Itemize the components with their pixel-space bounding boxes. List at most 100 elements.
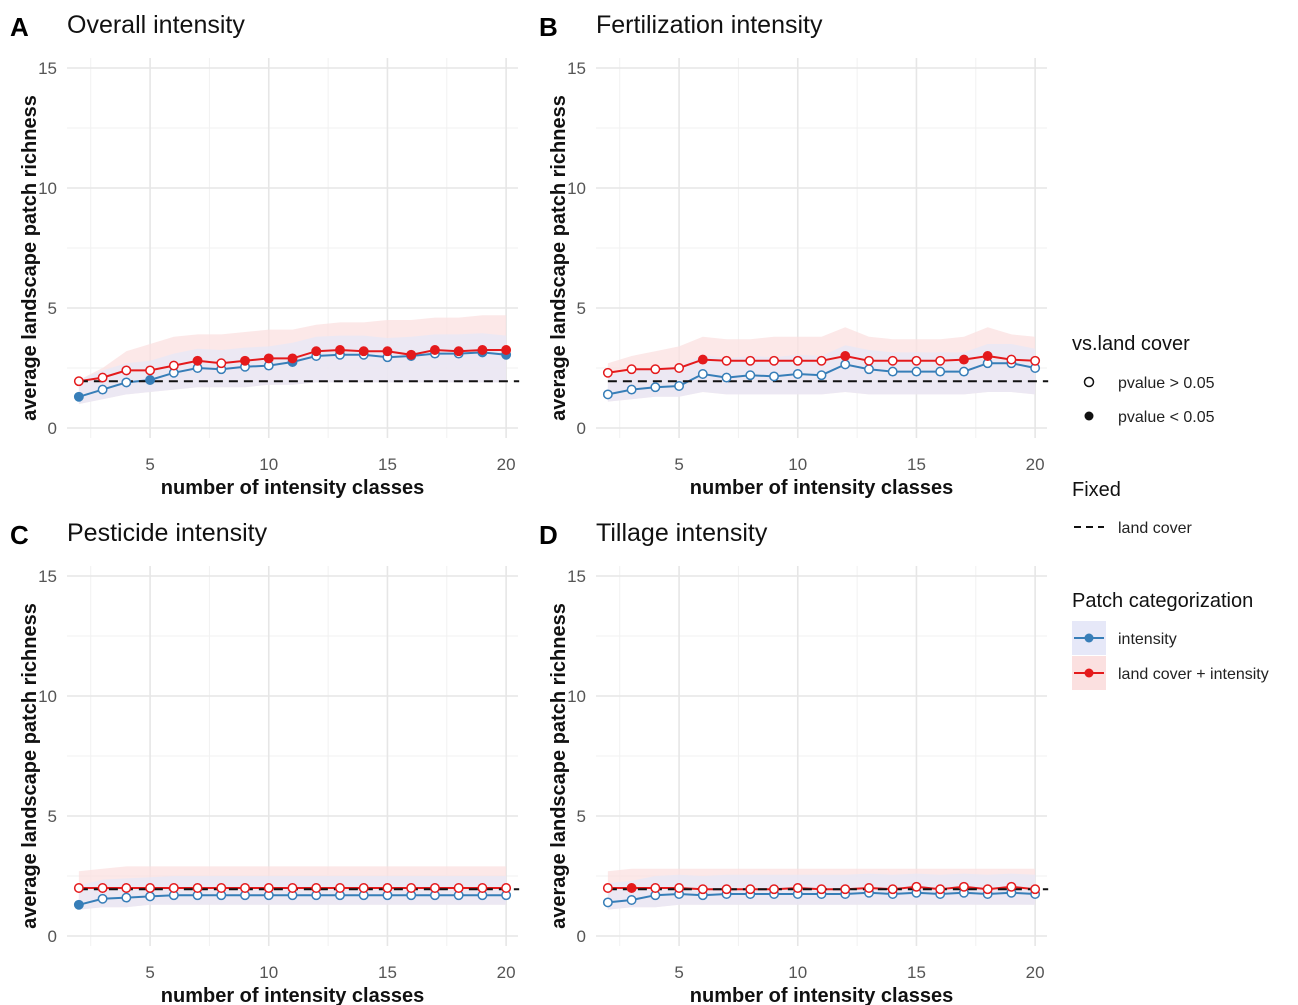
data-point-land-cover-intensity xyxy=(1030,355,1041,366)
data-point-intensity xyxy=(97,384,108,395)
data-point-land-cover-intensity xyxy=(145,365,156,376)
x-tick-label: 20 xyxy=(497,963,516,982)
data-point-land-cover-intensity xyxy=(97,372,108,383)
data-point-intensity xyxy=(958,366,969,377)
data-point-intensity xyxy=(97,893,108,904)
data-point-land-cover-intensity xyxy=(911,355,922,366)
data-point-land-cover-intensity xyxy=(287,883,298,893)
data-point-intensity xyxy=(792,369,803,379)
data-point-land-cover-intensity xyxy=(477,883,488,893)
panel-letter: A xyxy=(10,12,29,42)
data-point-land-cover-intensity xyxy=(453,346,464,357)
data-point-land-cover-intensity xyxy=(406,349,417,360)
data-point-land-cover-intensity xyxy=(311,346,322,357)
data-point-intensity xyxy=(769,371,779,382)
data-point-intensity xyxy=(840,359,851,370)
x-tick-label: 10 xyxy=(788,455,807,474)
x-tick-label: 15 xyxy=(907,963,926,982)
data-point-land-cover-intensity xyxy=(263,353,274,364)
data-point-intensity xyxy=(145,891,156,902)
data-point-land-cover-intensity xyxy=(121,365,132,376)
legend: vs.land cover pvalue > 0.05 pvalue < 0.0… xyxy=(1072,333,1269,690)
panel-a: 5 10 15 20 0 5 10 15 number of intensity classes… xyxy=(10,11,520,499)
data-point-land-cover-intensity xyxy=(792,883,803,893)
x-tick-label: 20 xyxy=(1026,455,1045,474)
data-point-intensity xyxy=(121,892,132,903)
legend-label-land-cover: land cover xyxy=(1118,520,1192,537)
data-point-land-cover-intensity xyxy=(697,354,708,365)
data-point-land-cover-intensity xyxy=(864,355,874,366)
data-point-land-cover-intensity xyxy=(1006,354,1017,365)
data-point-land-cover-intensity xyxy=(1006,881,1017,892)
data-point-land-cover-intensity xyxy=(240,883,250,893)
data-point-land-cover-intensity xyxy=(121,883,132,893)
data-point-land-cover-intensity xyxy=(168,883,179,893)
legend-key-open-circle xyxy=(1083,376,1095,388)
data-point-land-cover-intensity xyxy=(216,358,227,369)
data-point-intensity xyxy=(145,375,156,385)
data-point-land-cover-intensity xyxy=(240,355,250,366)
x-tick-label: 10 xyxy=(259,963,278,982)
data-point-land-cover-intensity xyxy=(358,346,369,357)
legend-title-patch: Patch categorization xyxy=(1072,590,1253,612)
panel-title: Fertilization intensity xyxy=(596,11,823,39)
legend-title-fixed: Fixed xyxy=(1072,479,1121,501)
data-point-land-cover-intensity xyxy=(935,355,946,366)
panel-title: Pesticide intensity xyxy=(67,519,268,547)
legend-key-land-cover-point xyxy=(1084,668,1094,678)
panel-letter: B xyxy=(539,12,558,42)
data-point-land-cover-intensity xyxy=(501,883,512,893)
y-tick-label: 0 xyxy=(577,419,586,438)
panel-title: Overall intensity xyxy=(67,11,245,39)
x-tick-label: 15 xyxy=(378,963,397,982)
y-tick-label: 15 xyxy=(567,59,586,78)
y-axis-title: average landscape patch richness xyxy=(548,95,570,421)
data-point-intensity xyxy=(721,372,732,383)
y-tick-label: 10 xyxy=(567,687,586,706)
data-point-land-cover-intensity xyxy=(745,884,756,895)
data-point-land-cover-intensity xyxy=(1030,884,1041,895)
panel-letter: D xyxy=(539,520,558,550)
band-intensity xyxy=(78,333,507,404)
data-point-land-cover-intensity xyxy=(263,883,274,893)
data-point-land-cover-intensity xyxy=(358,883,369,893)
data-point-land-cover-intensity xyxy=(769,355,779,366)
x-tick-label: 20 xyxy=(1026,963,1045,982)
data-point-intensity xyxy=(73,391,84,402)
data-point-land-cover-intensity xyxy=(501,345,512,355)
x-axis-title: number of intensity classes xyxy=(161,477,424,499)
data-point-intensity xyxy=(674,381,685,391)
data-point-intensity xyxy=(935,366,946,377)
y-tick-label: 5 xyxy=(577,807,586,826)
data-point-land-cover-intensity xyxy=(982,351,993,361)
y-axis-title: average landscape patch richness xyxy=(19,95,41,421)
y-tick-label: 0 xyxy=(577,927,586,946)
y-tick-label: 0 xyxy=(48,927,57,946)
data-point-land-cover-intensity xyxy=(429,345,440,355)
data-point-land-cover-intensity xyxy=(721,884,732,895)
data-point-intensity xyxy=(650,382,661,393)
x-tick-label: 10 xyxy=(788,963,807,982)
data-point-land-cover-intensity xyxy=(382,346,393,357)
data-point-land-cover-intensity xyxy=(192,355,203,366)
data-point-land-cover-intensity xyxy=(769,884,779,895)
data-point-intensity xyxy=(602,897,613,908)
data-point-land-cover-intensity xyxy=(335,883,345,893)
data-point-intensity xyxy=(816,370,827,381)
data-point-land-cover-intensity xyxy=(335,345,345,355)
data-point-intensity xyxy=(697,369,708,379)
x-tick-label: 5 xyxy=(674,963,683,982)
data-point-land-cover-intensity xyxy=(958,354,969,365)
y-tick-label: 15 xyxy=(38,567,57,586)
data-point-land-cover-intensity xyxy=(816,884,827,895)
legend-label-pvalue-gt: pvalue > 0.05 xyxy=(1118,375,1215,392)
data-point-land-cover-intensity xyxy=(192,883,203,893)
y-tick-label: 10 xyxy=(38,687,57,706)
data-point-intensity xyxy=(73,899,84,910)
data-point-land-cover-intensity xyxy=(650,364,661,375)
x-tick-label: 5 xyxy=(674,455,683,474)
data-point-land-cover-intensity xyxy=(216,883,227,893)
data-point-land-cover-intensity xyxy=(958,881,969,892)
y-tick-label: 10 xyxy=(38,179,57,198)
data-point-intensity xyxy=(864,364,874,375)
